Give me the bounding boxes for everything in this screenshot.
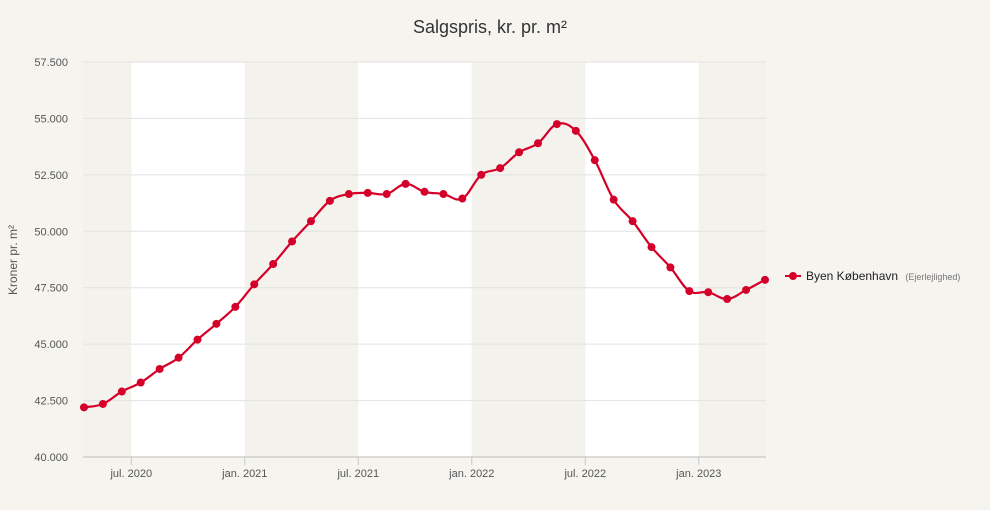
- gridlines: [83, 61, 766, 458]
- data-point: [477, 170, 486, 179]
- data-point: [628, 217, 637, 226]
- data-point: [647, 243, 656, 252]
- x-tick-label: jul. 2020: [109, 468, 152, 480]
- y-axis-ticks: 40.000 42.500 45.000 47.500 50.000 52.500 55.0…: [34, 57, 68, 464]
- data-point: [155, 364, 164, 373]
- data-point: [439, 190, 448, 199]
- data-point: [98, 399, 107, 408]
- legend-marker: [789, 272, 797, 280]
- x-tick-label: jan. 2023: [675, 468, 721, 480]
- data-point: [685, 287, 694, 296]
- plot-band: [585, 62, 699, 457]
- data-point: [609, 195, 618, 204]
- data-point: [496, 164, 505, 173]
- plot-band: [244, 62, 359, 457]
- data-point: [174, 353, 183, 362]
- data-point: [250, 280, 259, 289]
- data-point: [590, 156, 599, 165]
- y-axis-label: Kroner pr. m²: [6, 225, 20, 295]
- series-group: [80, 120, 769, 412]
- chart-title: Salgspris, kr. pr. m²: [413, 17, 567, 37]
- x-axis: jul. 2020 jan. 2021 jul. 2021 jan. 2022 jul.…: [109, 457, 721, 480]
- legend[interactable]: Byen København (Ejerlejlighed): [785, 269, 960, 283]
- y-tick-label: 45.000: [34, 339, 68, 351]
- data-point: [382, 190, 391, 199]
- plot-band: [358, 62, 472, 457]
- y-tick-label: 40.000: [34, 452, 68, 464]
- data-point: [534, 139, 542, 148]
- y-tick-label: 50.000: [34, 226, 68, 238]
- data-point: [307, 217, 315, 226]
- data-point: [136, 378, 145, 387]
- data-point: [231, 302, 240, 311]
- data-point: [269, 260, 278, 269]
- x-tick-label: jan. 2021: [221, 468, 267, 480]
- data-point: [571, 126, 580, 135]
- data-point: [458, 194, 467, 203]
- data-point: [723, 295, 732, 303]
- background-bands: [83, 62, 766, 457]
- data-point: [742, 285, 751, 294]
- x-tick-label: jul. 2021: [336, 468, 379, 480]
- legend-label: Byen København (Ejerlejlighed): [806, 269, 960, 283]
- data-point: [363, 188, 372, 197]
- legend-series-suffix: (Ejerlejlighed): [905, 272, 960, 282]
- data-point: [325, 196, 334, 205]
- legend-series-name: Byen København: [806, 269, 898, 283]
- data-point: [401, 179, 410, 188]
- plot-band: [83, 62, 132, 457]
- data-point: [420, 187, 429, 196]
- y-tick-label: 52.500: [34, 170, 68, 182]
- data-point: [515, 148, 524, 157]
- plot-band: [471, 62, 586, 457]
- y-tick-label: 42.500: [34, 396, 68, 408]
- data-point: [193, 335, 202, 344]
- x-tick-label: jul. 2022: [563, 468, 606, 480]
- plot-band: [698, 62, 766, 457]
- y-tick-label: 47.500: [34, 283, 68, 295]
- data-point: [117, 387, 126, 396]
- data-point: [761, 275, 769, 284]
- data-point: [704, 288, 713, 297]
- data-point: [212, 319, 221, 328]
- data-point: [80, 403, 88, 412]
- plot-band: [131, 62, 245, 457]
- data-point: [288, 237, 297, 246]
- x-tick-label: jan. 2022: [448, 468, 494, 480]
- data-point: [552, 120, 561, 129]
- data-point: [344, 190, 353, 199]
- data-point: [666, 263, 675, 272]
- y-tick-label: 57.500: [34, 57, 68, 69]
- y-tick-label: 55.000: [34, 113, 68, 125]
